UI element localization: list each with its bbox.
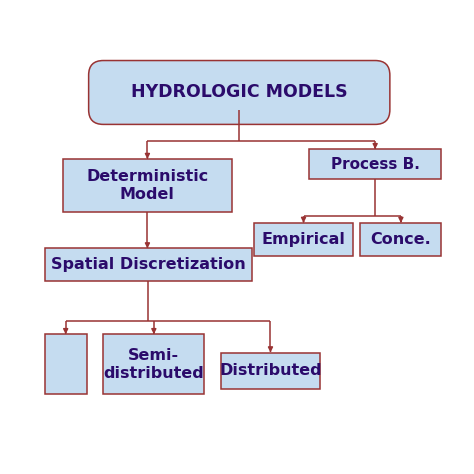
- FancyBboxPatch shape: [103, 334, 204, 394]
- FancyBboxPatch shape: [221, 353, 320, 389]
- FancyBboxPatch shape: [360, 223, 441, 256]
- Text: Semi-
distributed: Semi- distributed: [103, 348, 204, 381]
- Text: Deterministic
Model: Deterministic Model: [86, 169, 209, 202]
- Text: HYDROLOGIC MODELS: HYDROLOGIC MODELS: [131, 83, 347, 101]
- FancyBboxPatch shape: [89, 61, 390, 124]
- Text: Spatial Discretization: Spatial Discretization: [51, 257, 246, 273]
- Text: Empirical: Empirical: [262, 232, 346, 247]
- FancyBboxPatch shape: [45, 334, 87, 394]
- FancyBboxPatch shape: [63, 159, 232, 212]
- Text: Distributed: Distributed: [219, 363, 322, 378]
- FancyBboxPatch shape: [45, 248, 252, 282]
- Text: Process B.: Process B.: [331, 157, 419, 172]
- FancyBboxPatch shape: [309, 149, 441, 179]
- Text: Conce.: Conce.: [371, 232, 431, 247]
- FancyBboxPatch shape: [254, 223, 353, 256]
